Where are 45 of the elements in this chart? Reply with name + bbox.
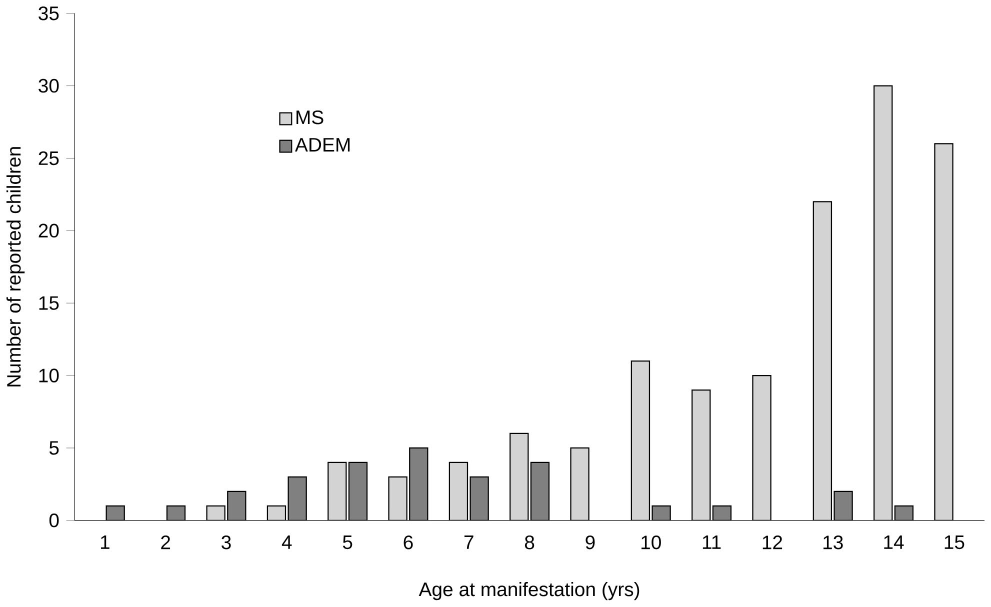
y-tick-label: 0 [49,514,59,528]
x-tick-label: 12 [762,536,782,550]
x-tick-label: 3 [222,536,231,550]
y-tick-label: 20 [38,224,59,238]
bar [834,491,853,521]
x-tick-label: 4 [282,536,292,550]
y-tick-label: 25 [38,152,59,166]
y-tick-label: 35 [38,6,59,20]
x-tick-label: 6 [404,536,413,550]
bar [227,491,246,521]
x-tick-label: 2 [161,536,170,550]
bar [328,462,347,521]
x-tick-label: 13 [824,536,843,550]
bar [530,462,550,521]
bar [448,462,468,521]
bar [470,476,489,521]
x-axis-title: Age at manifestation (yrs) [418,582,640,600]
bar [388,476,408,521]
x-tick-label: 5 [342,536,352,550]
y-tick-label: 15 [39,296,59,310]
x-tick-label: 14 [884,536,904,550]
x-tick-label: 9 [586,536,595,550]
bar [510,433,529,521]
bar [570,448,590,521]
bar [288,476,307,521]
y-axis-title: Number of reported children [6,147,25,387]
legend-label: MS [296,110,324,124]
x-tick-label: 15 [944,536,964,550]
y-tick-label: 30 [38,79,59,93]
bar [812,201,832,521]
x-tick-label: 10 [642,536,661,550]
legend-label: ADEM [295,138,350,152]
y-tick-label: 10 [39,368,59,383]
y-tick-label: 5 [49,441,59,455]
bar [409,448,428,521]
x-tick-label: 8 [524,536,534,550]
x-tick-label: 11 [702,536,721,550]
bar [752,375,772,521]
x-tick-label: 7 [464,536,474,550]
bar [348,462,368,521]
bar [692,390,711,521]
bar [934,143,954,521]
x-tick-label: 1 [100,536,110,550]
bar [630,360,650,521]
bar [874,85,893,521]
